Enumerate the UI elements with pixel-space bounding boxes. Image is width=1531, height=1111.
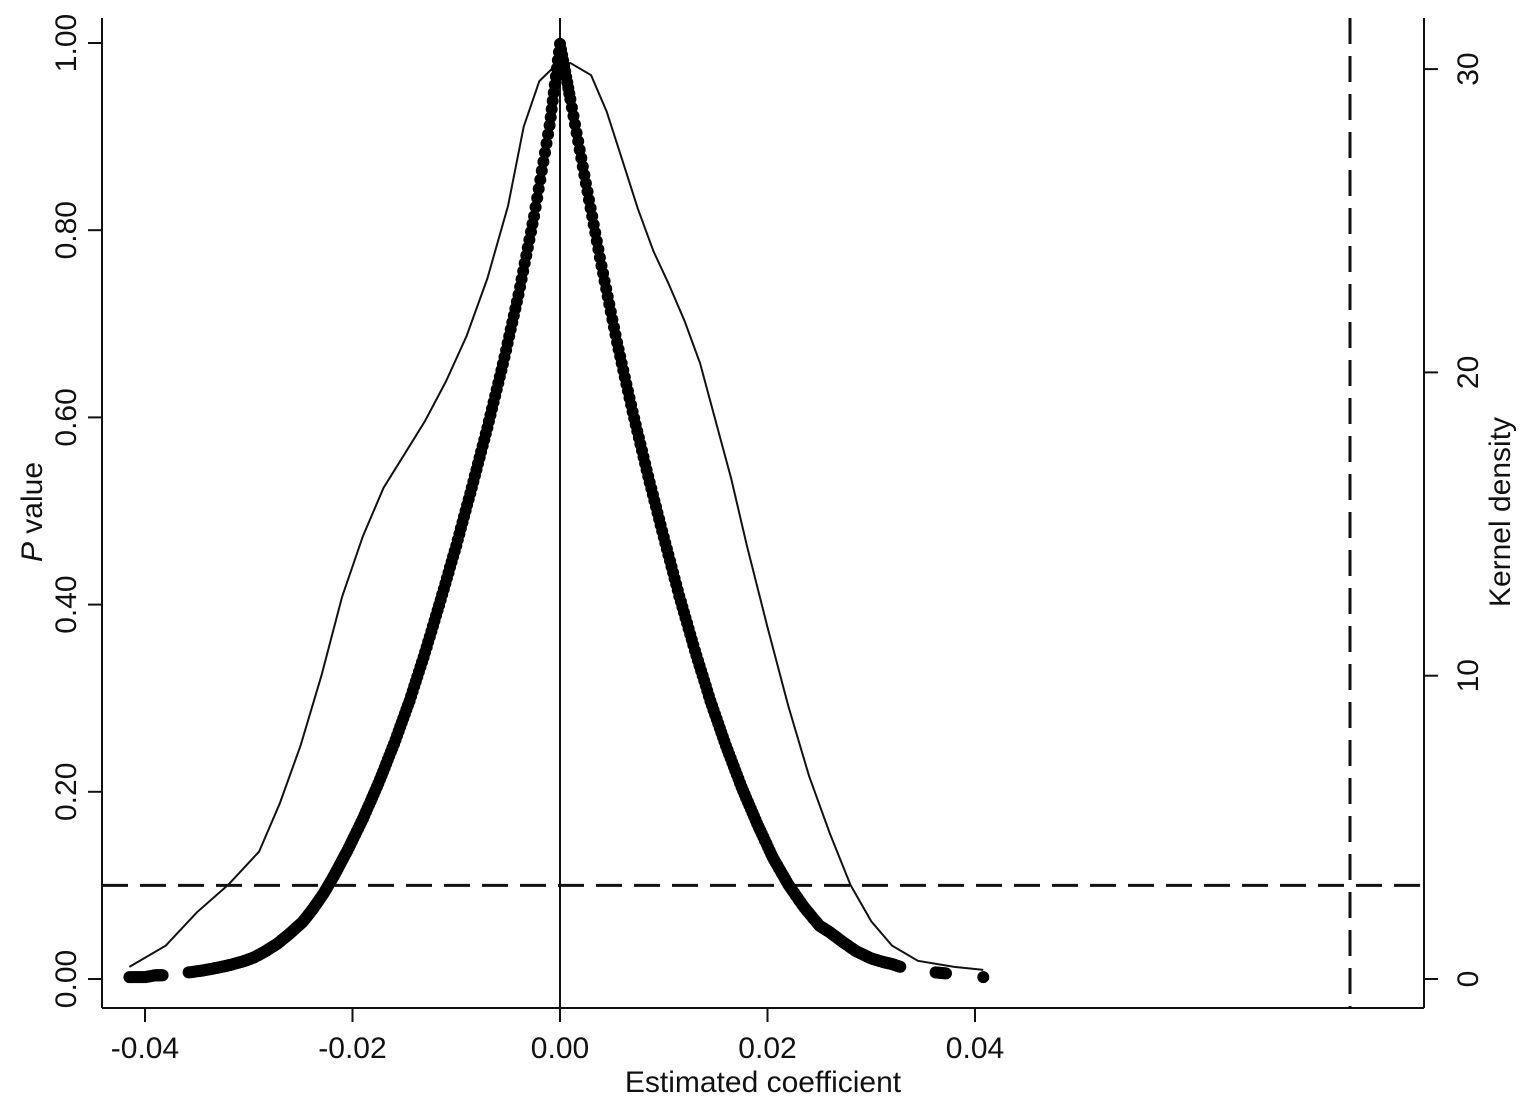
scatter-point <box>702 690 715 702</box>
y2-ticks: 0 10 20 30 <box>1424 52 1485 987</box>
scatter-point <box>540 137 553 150</box>
y-axis-title-italic: P <box>16 542 49 562</box>
scatter-point <box>532 182 545 195</box>
x-tick-label: 0.00 <box>531 1032 589 1065</box>
y-tick-label: 1.00 <box>50 14 83 72</box>
scatter-point <box>537 155 550 168</box>
y-tick-label: 0.80 <box>50 201 83 259</box>
y-axis-title: P value <box>16 462 49 562</box>
y2-axis-title: Kernel density <box>1484 417 1517 607</box>
y2-tick-label: 10 <box>1452 659 1485 692</box>
scatter-point <box>402 699 414 712</box>
scatter-point <box>938 967 951 980</box>
y-ticks: 0.00 0.20 0.40 0.60 0.80 1.00 <box>50 14 102 1008</box>
axes <box>101 18 1425 1009</box>
scatter-point <box>593 251 606 264</box>
y-tick-label: 0.00 <box>50 950 83 1008</box>
scatter-point <box>893 960 906 973</box>
scatter-point <box>542 128 555 141</box>
scatter-point <box>977 971 990 984</box>
y-tick-label: 0.60 <box>50 388 83 446</box>
scatter-point <box>526 218 539 230</box>
scatter-point <box>531 192 544 204</box>
scatter-point <box>479 427 492 440</box>
scatter-point <box>529 201 542 214</box>
scatter-point <box>640 463 653 476</box>
scatter-point <box>539 146 551 159</box>
scatter-point <box>625 398 638 411</box>
y-axis-title-rest: value <box>16 462 49 542</box>
scatter-point <box>495 364 508 377</box>
scatter-series <box>123 37 990 984</box>
scatter-point <box>671 584 684 597</box>
scatter-point <box>656 525 669 538</box>
scatter-point <box>417 651 430 664</box>
x-tick-label: 0.04 <box>946 1032 1004 1065</box>
density-series <box>128 61 984 971</box>
x-axis-title: Estimated coefficient <box>625 1066 902 1099</box>
y-tick-label: 0.40 <box>50 575 83 633</box>
scatter-point <box>155 969 168 982</box>
scatter-point <box>687 639 700 651</box>
x-ticks: -0.04 -0.02 0.00 0.02 0.04 <box>111 1008 1004 1065</box>
scatter-point <box>563 87 576 100</box>
kernel-density-line <box>128 61 984 971</box>
y2-tick-label: 20 <box>1452 356 1485 389</box>
x-tick-label: -0.04 <box>111 1032 179 1065</box>
y2-tick-label: 0 <box>1452 971 1485 988</box>
y-tick-label: 0.20 <box>50 763 83 821</box>
scatter-point <box>609 328 622 341</box>
scatter-point <box>448 545 461 558</box>
x-tick-label: 0.02 <box>738 1032 796 1065</box>
x-tick-label: -0.02 <box>318 1032 386 1065</box>
scatter-point <box>578 169 591 181</box>
scatter-point <box>534 173 547 186</box>
scatter-point <box>510 295 523 308</box>
scatter-point <box>535 164 548 177</box>
y2-tick-label: 30 <box>1452 52 1485 85</box>
scatter-point <box>464 487 477 500</box>
scatter-point <box>433 599 446 612</box>
